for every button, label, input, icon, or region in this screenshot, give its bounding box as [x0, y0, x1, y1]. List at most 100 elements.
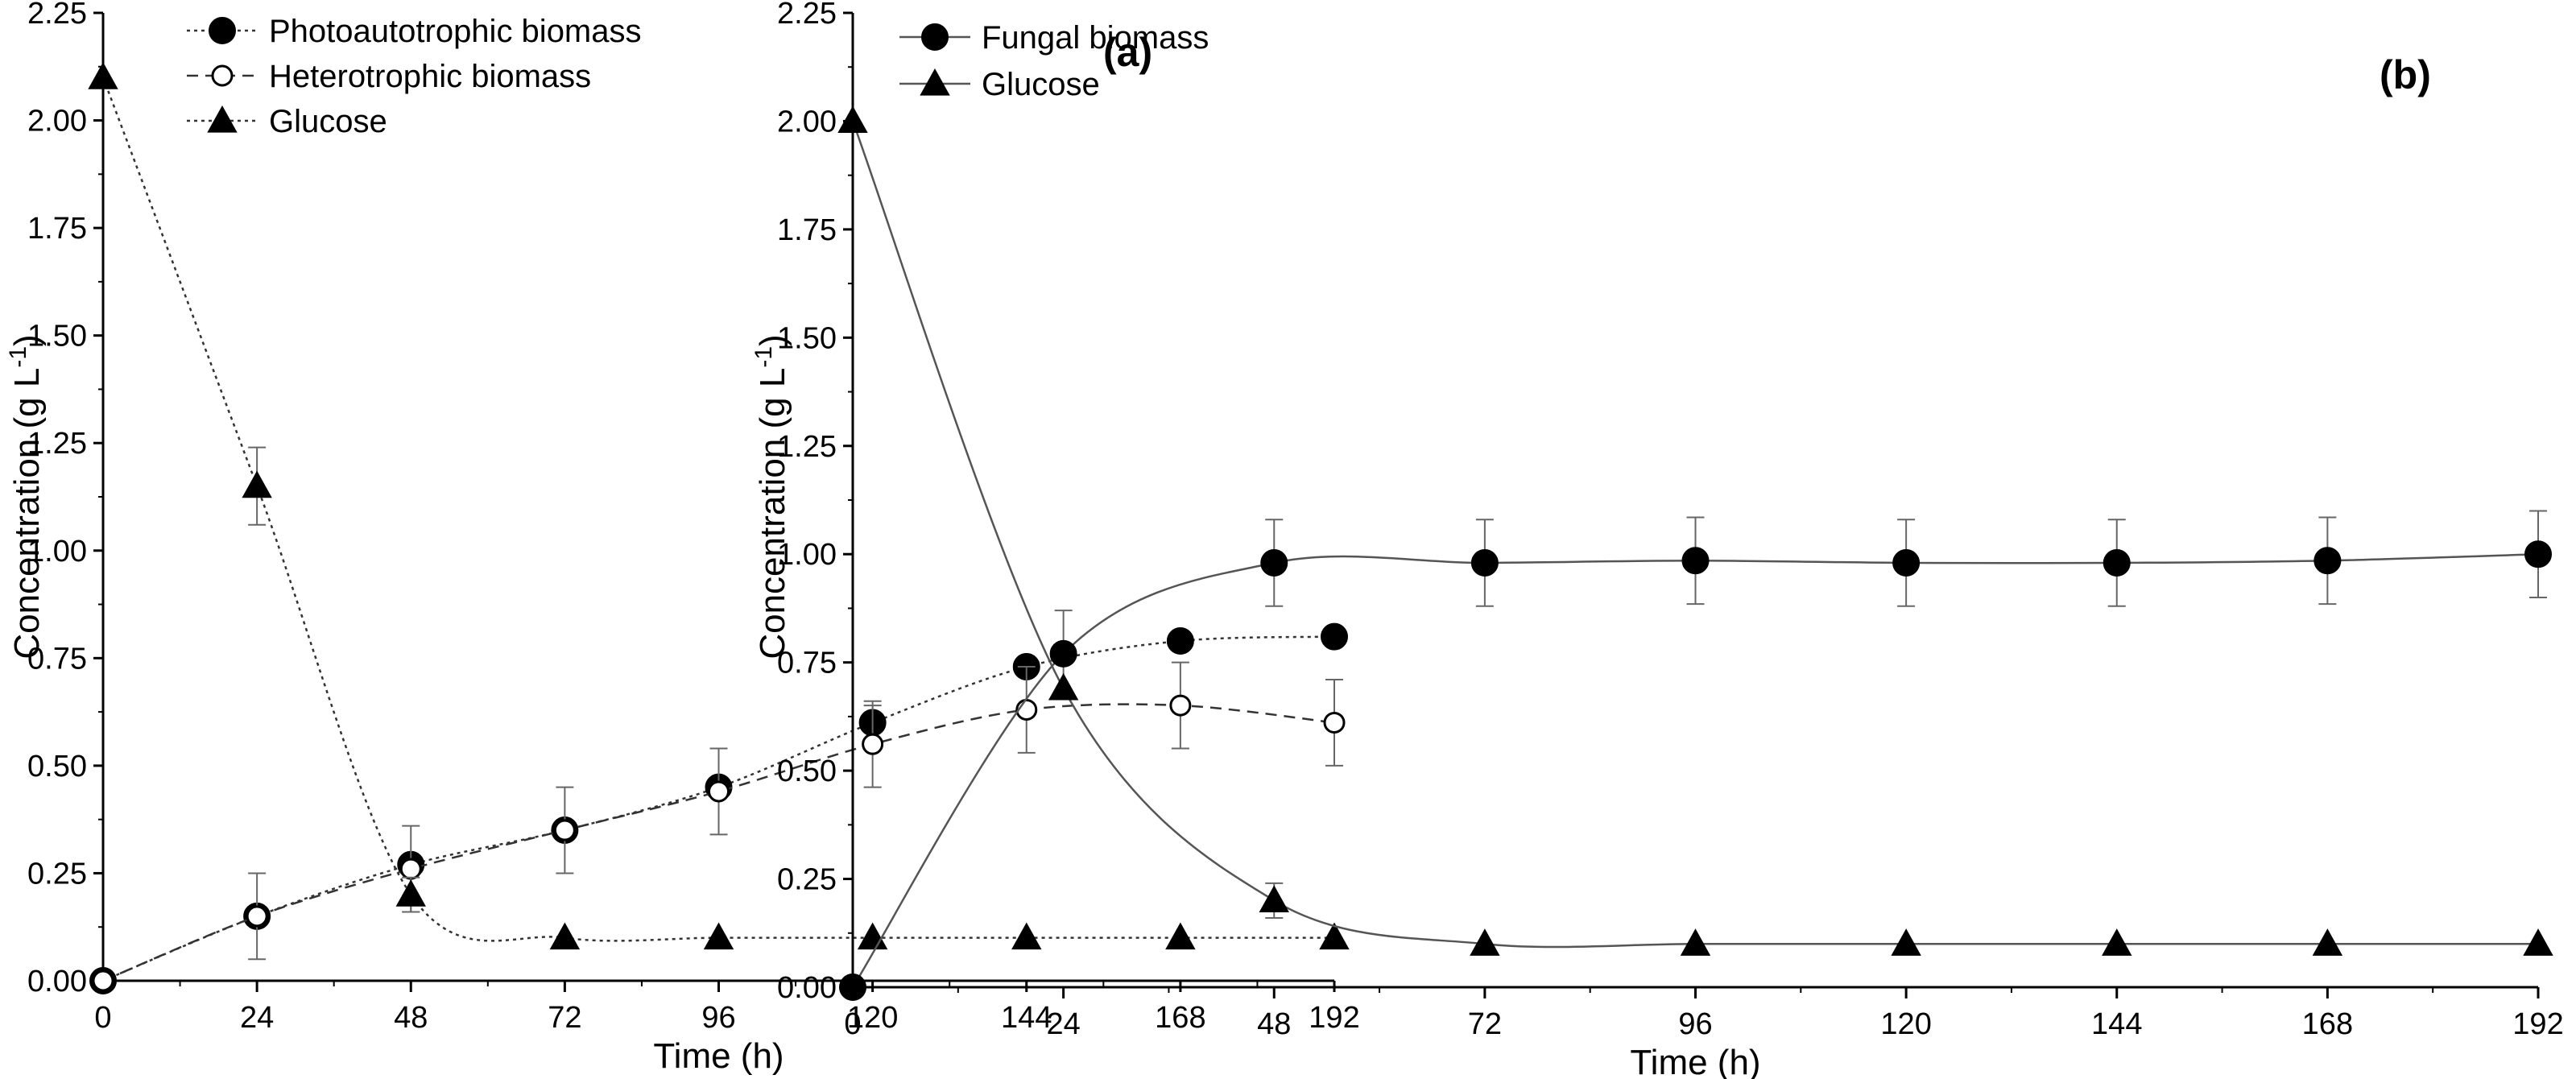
panel-b-legend-label: Fungal biomass — [982, 20, 1209, 56]
panel-a-xtick-label: 48 — [394, 1001, 428, 1035]
panel-a-data-point — [88, 62, 118, 89]
panel-a-data-point — [553, 819, 576, 841]
panel-b-legend-marker — [920, 68, 950, 96]
panel-a-series-line — [102, 703, 1335, 982]
panel-a-y-axis-title-sup: -1 — [5, 346, 31, 368]
panel-a-xtick-label: 96 — [701, 1001, 735, 1035]
panel-a-data-point — [92, 969, 114, 992]
panel-a-legend-label: Photoautotrophic biomass — [269, 14, 642, 49]
panel-b-xtick-label: 48 — [1257, 1007, 1291, 1041]
panel-a-xtick-label: 192 — [1309, 1001, 1359, 1035]
panel-b-data-point — [2524, 540, 2552, 568]
panel-a-xtick-label: 72 — [548, 1001, 581, 1035]
panel-a-legend-label: Heterotrophic biomass — [269, 59, 591, 94]
panel-b: 0.00 0.25 0.50 0.75 1.00 1.25 1.50 1.75 2.00 2.25… — [750, 0, 2564, 1079]
panel-b-series-glucose — [837, 105, 2553, 956]
panel-a-y-axis-title: Concentration (g L-1) — [5, 334, 47, 659]
panel-a-legend-label: Glucose — [269, 104, 387, 139]
panel-a-data-point — [1165, 922, 1196, 950]
panel-b-data-point — [1049, 639, 1077, 668]
panel-b-ytick-label: 1.50 — [777, 321, 837, 355]
panel-b-data-point — [2313, 547, 2342, 575]
panel-b-data-point — [2312, 928, 2343, 956]
panel-b-ytick-label: 0.00 — [777, 971, 837, 1005]
panel-a-legend-marker — [207, 105, 238, 133]
panel-b-ytick-label: 1.75 — [777, 213, 837, 247]
panel-b-data-point — [837, 105, 868, 134]
panel-b-y-axis-title-sup: -1 — [750, 346, 777, 368]
panel-a-xtick-label: 144 — [1001, 1001, 1052, 1035]
panel-a-panel-label: (a) — [1103, 30, 1152, 75]
panel-b-series-line — [851, 120, 2539, 949]
panel-a-xtick-label: 120 — [847, 1001, 898, 1035]
panel-b-series-fungal-biomass — [839, 510, 2552, 1001]
panel-b-xtick-label: 144 — [2091, 1007, 2142, 1041]
panel-a-data-point — [708, 780, 730, 803]
panel-a-ytick-label: 1.00 — [27, 535, 87, 568]
panel-b-ytick-label: 2.00 — [777, 105, 837, 138]
panel-b-data-point — [2103, 548, 2131, 577]
panel-b-ytick-label: 2.25 — [777, 0, 837, 31]
panel-a-series-heterotrophic-biomass — [92, 661, 1346, 992]
panel-a-ytick-label: 2.00 — [27, 105, 87, 138]
panel-b-xtick-label: 72 — [1468, 1007, 1502, 1041]
panel-b-ytick-label: 1.25 — [777, 430, 837, 464]
panel-b-data-point — [839, 974, 866, 1001]
panel-a-data-point — [395, 879, 426, 907]
panel-a-legend-marker — [209, 17, 236, 44]
panel-a-ytick-label: 0.00 — [27, 965, 87, 998]
panel-b-data-point — [1470, 548, 1499, 577]
panel-b-data-point — [1680, 928, 1711, 956]
panel-b-data-point — [1892, 548, 1921, 577]
panel-b-data-point — [1891, 928, 1921, 956]
panel-a-ytick-label: 1.25 — [27, 427, 87, 461]
panel-b-xtick-label: 120 — [1880, 1007, 1931, 1041]
panel-b-ytick-label: 0.75 — [777, 647, 837, 680]
panel-b-xtick-label: 0 — [844, 1007, 861, 1041]
panel-a-data-point — [549, 922, 581, 950]
panel-b-ytick-label: 0.50 — [777, 754, 837, 788]
panel-b-series-line — [851, 552, 2539, 988]
panel-a: 0.00 0.25 0.50 0.75 1.00 1.25 1.50 1.75 2.00 2.25… — [5, 0, 1360, 1076]
panel-b-data-point — [1470, 928, 1500, 956]
panel-a-data-point — [242, 470, 272, 498]
panel-b-y-axis-title: Concentration (g L-1) — [750, 334, 792, 659]
panel-b-xtick-label: 168 — [2302, 1007, 2353, 1041]
panel-b-legend-label: Glucose — [982, 67, 1100, 102]
panel-b-data-point — [2102, 928, 2132, 956]
panel-b-xtick-label: 96 — [1678, 1007, 1712, 1041]
panel-b-data-point — [1260, 548, 1288, 577]
panel-b-x-axis-title: Time (h) — [1630, 1043, 1760, 1079]
panel-b-xtick-label: 192 — [2512, 1007, 2563, 1041]
panel-a-ytick-label: 2.25 — [27, 0, 87, 31]
panel-a-xtick-label: 168 — [1155, 1001, 1205, 1035]
panel-a-series-glucose — [88, 62, 1350, 950]
panel-a-xtick-label: 24 — [240, 1001, 274, 1035]
panel-a-data-point — [1323, 711, 1346, 734]
panel-a-data-point — [1169, 694, 1192, 717]
panel-a-data-point — [862, 733, 884, 755]
panel-a-ytick-label: 0.50 — [27, 750, 87, 783]
panel-a-data-point — [399, 858, 422, 880]
panel-b-data-point — [1259, 885, 1289, 913]
panel-a-data-point — [703, 922, 734, 950]
panel-a-legend-marker — [211, 64, 234, 87]
panel-a-y-axis-title-main: Concentration (g L — [7, 368, 47, 659]
panel-b-ytick-label: 0.25 — [777, 863, 837, 897]
panel-a-data-point — [1166, 626, 1194, 655]
panel-a-ytick-label: 1.75 — [27, 212, 87, 246]
panel-b-legend: Fungal biomass Glucose — [899, 20, 1209, 102]
panel-a-data-point — [246, 905, 268, 928]
panel-b-y-axis-title-close: ) — [753, 334, 792, 346]
panel-b-data-point — [1681, 547, 1710, 575]
panel-a-legend: Photoautotrophic biomass Heterotrophic bi… — [187, 14, 642, 139]
panel-a-data-point — [1011, 922, 1042, 950]
panel-a-ytick-label: 1.50 — [27, 320, 87, 353]
panel-a-data-point — [1319, 922, 1350, 950]
panel-b-data-point — [2523, 928, 2553, 956]
panel-b-ytick-label: 1.00 — [777, 538, 837, 572]
panel-a-y-axis-title-close: ) — [7, 334, 47, 346]
panel-a-data-point — [1321, 622, 1348, 651]
panel-a-ytick-label: 0.75 — [27, 642, 87, 676]
